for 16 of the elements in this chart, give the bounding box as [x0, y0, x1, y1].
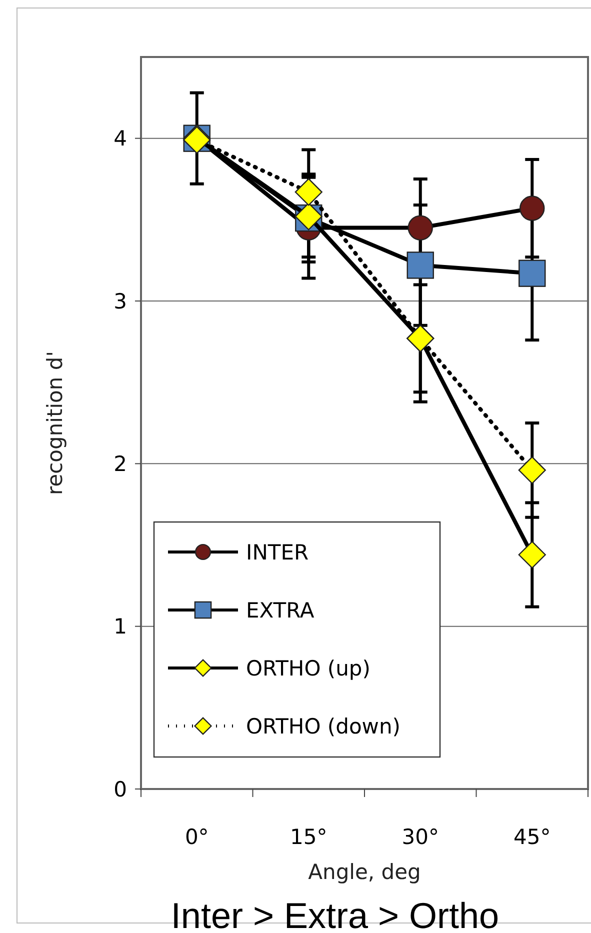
legend-label: ORTHO (up)	[246, 656, 370, 680]
legend-label: ORTHO (down)	[246, 714, 400, 738]
x-axis-title: Angle, deg	[308, 860, 421, 884]
x-tick-label: 45°	[514, 825, 551, 849]
y-tick-label: 3	[114, 289, 127, 314]
x-tick-label: 30°	[402, 825, 439, 849]
legend-label: EXTRA	[246, 598, 315, 622]
y-axis-title: recognition d'	[43, 351, 67, 495]
text: Inter > Extra > Ortho	[170, 895, 500, 933]
y-tick-label: 2	[114, 452, 127, 476]
x-tick-label: 0°	[184, 825, 209, 849]
legend-label: INTER	[246, 540, 309, 564]
y-tick-label: 1	[114, 614, 127, 639]
y-tick-label: 4	[114, 126, 127, 151]
y-tick-label: 0	[114, 777, 127, 802]
x-tick-label: 15°	[290, 825, 328, 849]
